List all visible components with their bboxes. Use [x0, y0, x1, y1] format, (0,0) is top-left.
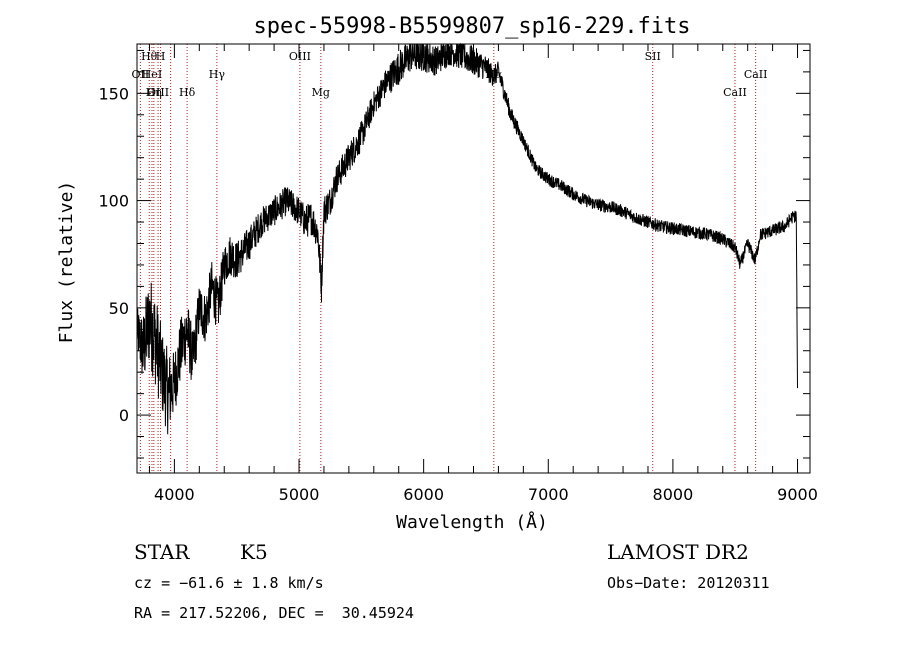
line-marker-label: OIII	[147, 86, 169, 99]
line-marker-label: Mg	[312, 86, 330, 99]
x-axis-label: Wavelength (Å)	[396, 511, 548, 533]
line-marker-label: H	[156, 50, 166, 63]
x-tick-label: 9000	[777, 485, 818, 504]
redshift-velocity: cz = −61.6 ± 1.8 km/s	[134, 574, 324, 592]
line-marker-label: HeI	[142, 68, 162, 81]
line-marker-label: Hη	[146, 86, 162, 99]
line-marker-label: OII	[132, 68, 150, 81]
x-tick-label: 6000	[403, 485, 444, 504]
line-marker-label: SII	[645, 50, 661, 63]
line-marker-label: OIII	[289, 50, 311, 63]
spectrum-line	[136, 42, 798, 435]
object-class: STAR	[134, 540, 190, 564]
y-axis-label: Flux (relative)	[56, 181, 77, 344]
survey-name: LAMOST DR2	[607, 540, 749, 564]
axis-ticks: 4000 5000 6000 7000 8000 9000 0 50 100 150	[98, 44, 818, 504]
x-tick-label: 7000	[528, 485, 569, 504]
chart-title: spec-55998-B5599807_sp16-229.fits	[253, 14, 690, 39]
line-marker-label: CaII	[744, 68, 768, 81]
y-tick-label: 50	[109, 299, 129, 318]
line-marker-label: Hγ	[209, 68, 226, 81]
sky-coordinates: RA = 217.52206, DEC = 30.45924	[134, 604, 414, 622]
spectral-subclass: K5	[240, 540, 268, 564]
line-marker-label: CaII	[723, 86, 747, 99]
y-tick-label: 0	[119, 406, 129, 425]
y-tick-label: 150	[98, 84, 129, 103]
x-tick-label: 4000	[154, 485, 195, 504]
y-tick-label: 100	[98, 192, 129, 211]
x-tick-label: 5000	[279, 485, 320, 504]
observation-date: Obs−Date: 20120311	[607, 574, 770, 592]
x-tick-label: 8000	[653, 485, 694, 504]
line-marker-label: Hδ	[179, 86, 196, 99]
spectrum-series	[136, 42, 798, 435]
